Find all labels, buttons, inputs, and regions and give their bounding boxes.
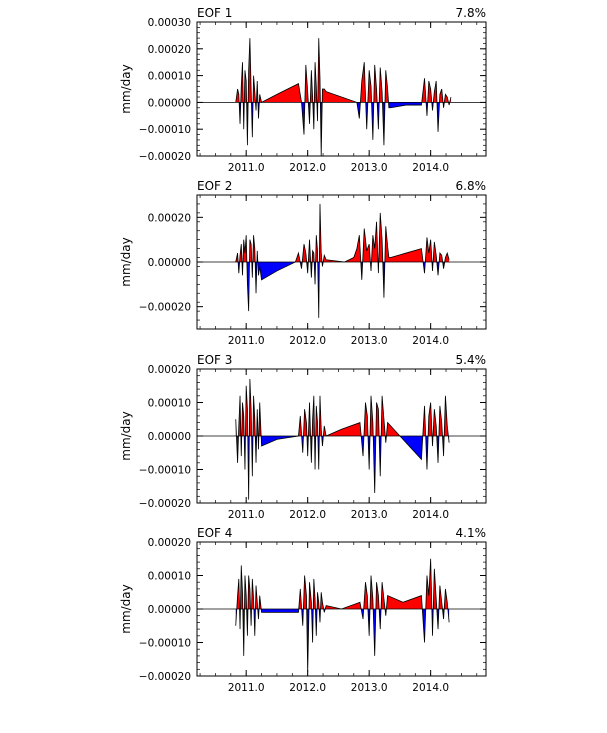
panel-title: EOF 4 (197, 526, 232, 540)
y-tick-label: 0.00010 (148, 398, 191, 410)
x-tick-label: 2011.0 (228, 335, 265, 347)
series-line (235, 38, 452, 156)
series-line (235, 379, 450, 500)
x-tick-label: 2013.0 (351, 509, 388, 521)
positive-area (235, 558, 450, 609)
y-tick-label: −0.00010 (139, 465, 191, 477)
series-line (235, 558, 450, 673)
y-tick-label: −0.00020 (139, 671, 191, 683)
negative-area (239, 102, 450, 156)
x-tick-label: 2012.0 (289, 162, 326, 174)
x-tick-label: 2013.0 (351, 335, 388, 347)
y-tick-label: −0.00010 (139, 124, 191, 136)
eof-panel-1: EOF 1 7.8% −0.00020 −0.00010 0.00000 0.00010 0… (119, 6, 487, 174)
variance-label: 6.8% (456, 179, 487, 193)
variance-label: 4.1% (456, 526, 487, 540)
x-tick-label: 2014.0 (412, 682, 449, 694)
panel-title: EOF 2 (197, 179, 232, 193)
x-tick-label: 2011.0 (228, 162, 265, 174)
negative-area (235, 436, 450, 500)
panel-title: EOF 1 (197, 6, 232, 20)
y-tick-label: −0.00020 (139, 498, 191, 510)
variance-label: 7.8% (456, 6, 487, 20)
positive-area (235, 203, 450, 262)
x-tick-label: 2012.0 (289, 509, 326, 521)
x-tick-label: 2014.0 (412, 162, 449, 174)
x-tick-label: 2014.0 (412, 335, 449, 347)
y-axis-label: mm/day (119, 64, 133, 114)
y-tick-label: −0.00020 (139, 151, 191, 163)
x-tick-label: 2012.0 (289, 682, 326, 694)
y-tick-label: 0.00000 (148, 97, 191, 109)
x-tick-label: 2011.0 (228, 682, 265, 694)
y-tick-label: 0.00010 (148, 71, 191, 83)
series-line (235, 203, 450, 318)
x-tick-label: 2014.0 (412, 509, 449, 521)
y-tick-label: −0.00020 (139, 302, 191, 314)
y-tick-label: 0.00030 (148, 17, 191, 29)
y-tick-label: 0.00020 (148, 537, 191, 549)
y-axis-label: mm/day (119, 584, 133, 634)
y-axis-label: mm/day (119, 237, 133, 287)
y-tick-label: 0.00020 (148, 364, 191, 376)
y-tick-label: −0.00010 (139, 638, 191, 650)
y-tick-label: 0.00020 (148, 212, 191, 224)
eof-panel-2: EOF 2 6.8% −0.00020 0.00000 0.00020 2011.0 201… (119, 179, 487, 347)
panel-title: EOF 3 (197, 353, 232, 367)
eof-panel-4: EOF 4 4.1% −0.00020 −0.00010 0.00000 0.00010 0… (119, 526, 487, 694)
y-tick-label: 0.00000 (148, 604, 191, 616)
y-tick-label: 0.00000 (148, 431, 191, 443)
y-axis-label: mm/day (119, 411, 133, 461)
y-tick-label: 0.00010 (148, 571, 191, 583)
x-tick-label: 2011.0 (228, 509, 265, 521)
plot-frame (196, 21, 487, 157)
y-tick-label: 0.00020 (148, 44, 191, 56)
x-tick-label: 2013.0 (351, 162, 388, 174)
positive-area (235, 38, 451, 103)
variance-label: 5.4% (456, 353, 487, 367)
y-tick-label: 0.00000 (148, 257, 191, 269)
x-tick-label: 2013.0 (351, 682, 388, 694)
negative-area (235, 609, 450, 673)
x-tick-label: 2012.0 (289, 335, 326, 347)
eof-panel-3: EOF 3 5.4% −0.00020 −0.00010 0.00000 0.00010 0… (119, 353, 487, 521)
